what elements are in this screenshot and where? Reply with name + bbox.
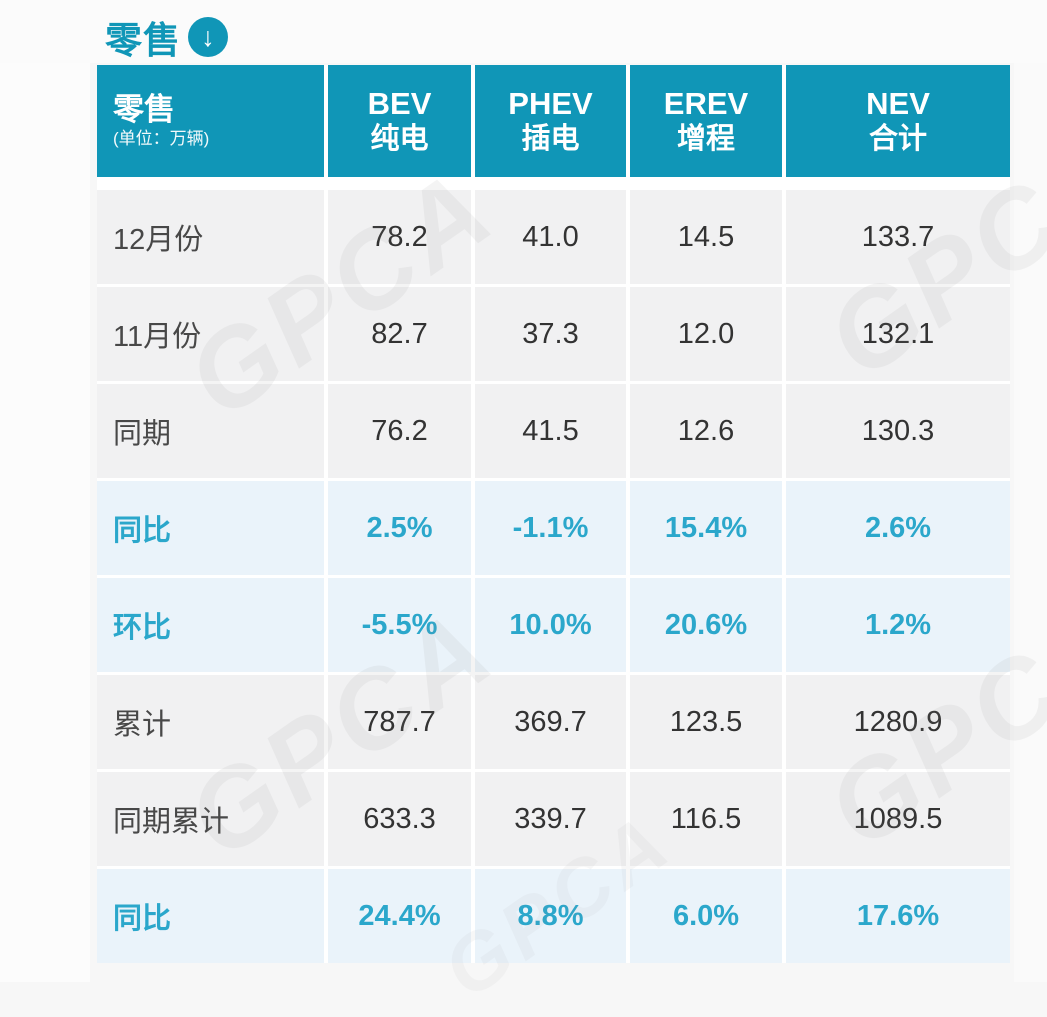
- table-row: 12月份 78.2 41.0 14.5 133.7: [97, 190, 1010, 284]
- value-cell: 132.1: [861, 317, 935, 350]
- row-label: 12月份: [113, 224, 204, 256]
- value-cell: 2.5%: [366, 511, 433, 544]
- value-cell: 37.3: [522, 317, 579, 350]
- table-row: 同期累计 633.3 339.7 116.5 1089.5: [97, 772, 1010, 866]
- value-cell: 82.7: [371, 317, 428, 350]
- value-cell: 1.2%: [864, 608, 932, 641]
- row-label: 同期: [113, 418, 172, 450]
- row-label: 同比: [113, 903, 172, 935]
- page-title: 零售: [105, 20, 181, 61]
- value-cell: 20.6%: [664, 608, 748, 641]
- table-row: 同期 76.2 41.5 12.6 130.3: [97, 384, 1010, 478]
- top-margin: [0, 0, 1047, 63]
- value-cell: 339.7: [514, 802, 587, 835]
- header-unit: (单位：万辆): [113, 128, 210, 148]
- value-cell: 369.7: [514, 705, 587, 738]
- value-cell: 116.5: [670, 802, 742, 835]
- value-cell: 17.6%: [856, 899, 940, 932]
- value-cell: 41.5: [522, 414, 579, 447]
- table-row: 环比 -5.5% 10.0% 20.6% 1.2%: [97, 578, 1010, 672]
- value-cell: 78.2: [371, 220, 428, 253]
- left-margin: [0, 0, 90, 982]
- value-cell: 12.6: [677, 414, 735, 447]
- value-cell: 1089.5: [853, 802, 943, 835]
- table-header-row: 零售 (单位：万辆) BEV 纯电 PHEV 插电 EREV 增程 NEV 合计: [97, 65, 1010, 177]
- value-cell: 2.6%: [864, 511, 932, 544]
- value-cell: -1.1%: [512, 511, 589, 544]
- value-cell: 6.0%: [672, 899, 740, 932]
- value-cell: 787.7: [363, 705, 436, 738]
- row-label: 同比: [113, 515, 172, 547]
- row-label: 同期累计: [113, 806, 230, 838]
- value-cell: 8.8%: [517, 899, 584, 932]
- row-label: 环比: [113, 612, 172, 644]
- header-cell-phev: PHEV 插电: [475, 65, 626, 177]
- value-cell: 10.0%: [509, 608, 592, 641]
- header-cell-label: 零售 (单位：万辆): [97, 65, 324, 177]
- row-label: 11月份: [113, 321, 202, 353]
- value-cell: 14.5: [677, 220, 735, 253]
- value-cell: 24.4%: [358, 899, 441, 932]
- value-cell: 15.4%: [664, 511, 748, 544]
- header-title: 零售: [113, 92, 175, 128]
- retail-table: 零售 (单位：万辆) BEV 纯电 PHEV 插电 EREV 增程 NEV 合计…: [97, 65, 1010, 963]
- table-row: 累计 787.7 369.7 123.5 1280.9: [97, 675, 1010, 769]
- value-cell: 130.3: [861, 414, 935, 447]
- value-cell: 633.3: [363, 802, 436, 835]
- table-row: 同比 2.5% -1.1% 15.4% 2.6%: [97, 481, 1010, 575]
- table-row: 同比 24.4% 8.8% 6.0% 17.6%: [97, 869, 1010, 963]
- right-margin: [1014, 0, 1047, 982]
- circle-down-arrow-icon: ↓: [188, 17, 228, 57]
- value-cell: 12.0: [677, 317, 735, 350]
- row-label: 累计: [113, 709, 172, 741]
- value-cell: 76.2: [371, 414, 428, 447]
- header-cell-erev: EREV 增程: [630, 65, 782, 177]
- value-cell: -5.5%: [361, 608, 438, 641]
- value-cell: 133.7: [861, 220, 935, 253]
- value-cell: 41.0: [522, 220, 579, 253]
- value-cell: 123.5: [669, 705, 743, 738]
- table-row: 11月份 82.7 37.3 12.0 132.1: [97, 287, 1010, 381]
- header-cell-nev: NEV 合计: [786, 65, 1010, 177]
- value-cell: 1280.9: [853, 705, 943, 738]
- title-bar: 零售 ↓: [105, 10, 228, 64]
- header-cell-bev: BEV 纯电: [328, 65, 471, 177]
